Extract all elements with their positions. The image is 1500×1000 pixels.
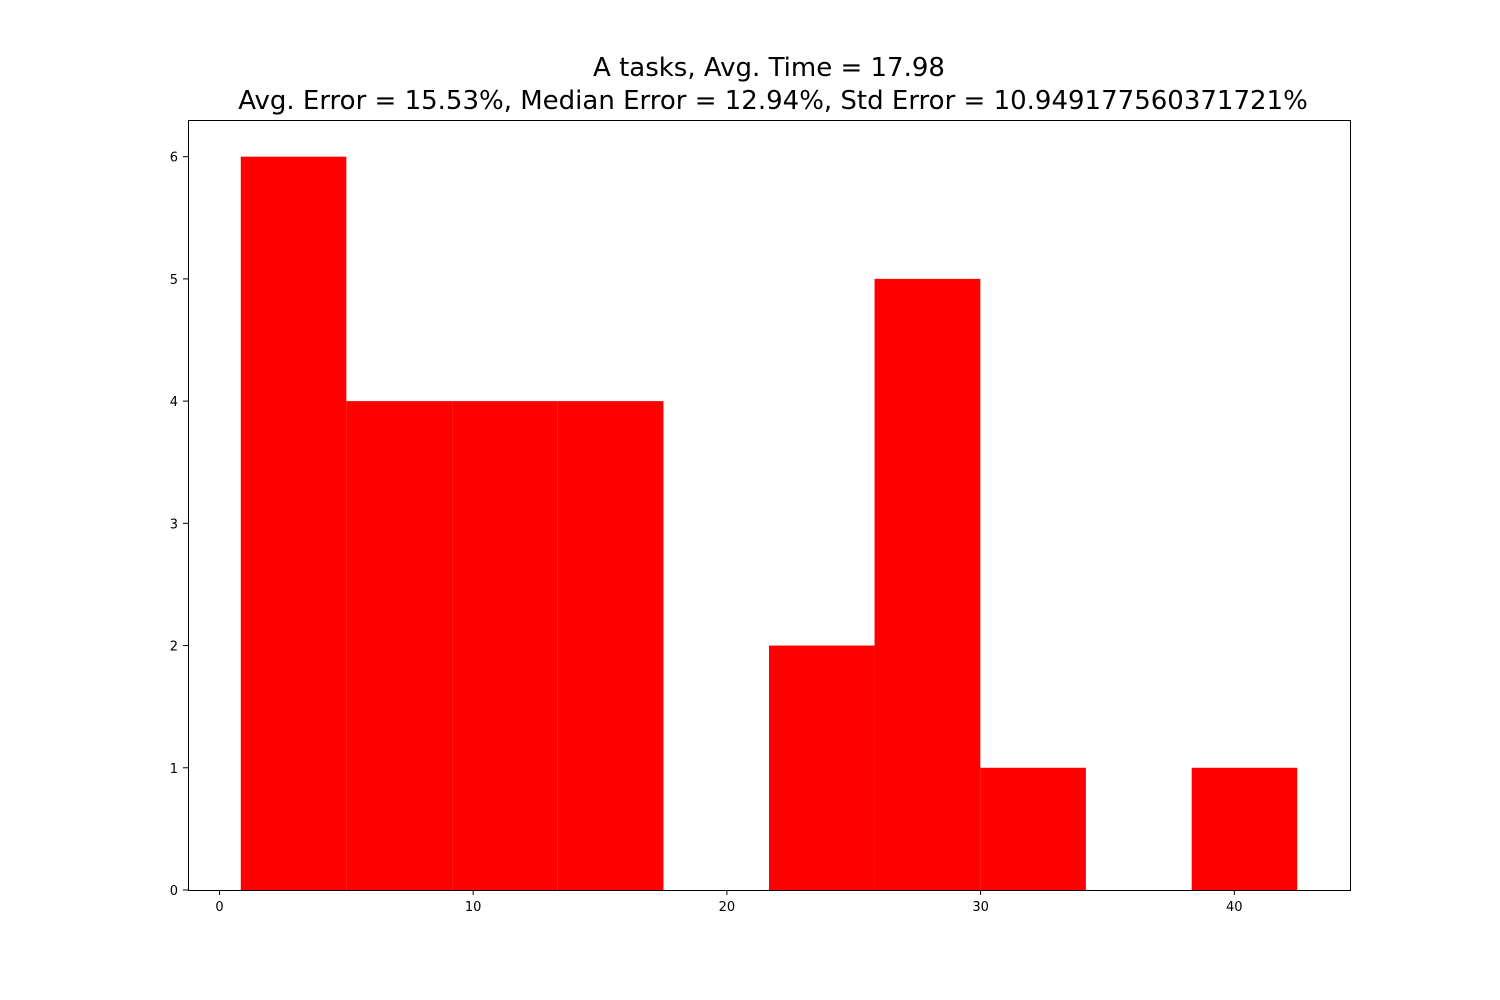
chart-title-line-2: Avg. Error = 15.53%, Median Error = 12.9… xyxy=(238,86,1308,116)
histogram-bar-0 xyxy=(240,156,347,890)
histogram-bar-6 xyxy=(874,278,981,890)
y-tick-label-5: 5 xyxy=(170,273,178,288)
x-tick-label-10: 10 xyxy=(465,900,482,915)
y-axis-ticks: 0 1 2 3 4 5 6 xyxy=(170,151,188,899)
histogram-bar-7 xyxy=(980,767,1086,890)
y-tick-label-2: 2 xyxy=(170,640,178,655)
x-tick-label-30: 30 xyxy=(972,900,989,915)
y-tick-label-1: 1 xyxy=(170,762,178,777)
histogram-bar-1 xyxy=(346,401,453,890)
histogram-bars xyxy=(240,156,1298,890)
plot-frame xyxy=(188,120,1351,891)
x-tick-label-20: 20 xyxy=(719,900,736,915)
histogram-bar-2 xyxy=(452,401,558,890)
x-axis-ticks: 0 10 20 30 40 xyxy=(215,890,1243,915)
chart-title-line-1: A tasks, Avg. Time = 17.98 xyxy=(593,53,945,83)
x-tick-label-0: 0 xyxy=(215,900,223,915)
y-tick-label-0: 0 xyxy=(170,884,178,899)
histogram-bar-5 xyxy=(769,645,875,890)
y-tick-label-3: 3 xyxy=(170,517,178,532)
x-tick-label-40: 40 xyxy=(1226,900,1243,915)
y-tick-label-4: 4 xyxy=(170,395,178,410)
histogram-bar-3 xyxy=(557,401,664,890)
y-tick-label-6: 6 xyxy=(170,151,178,166)
histogram-bar-9 xyxy=(1191,767,1298,890)
